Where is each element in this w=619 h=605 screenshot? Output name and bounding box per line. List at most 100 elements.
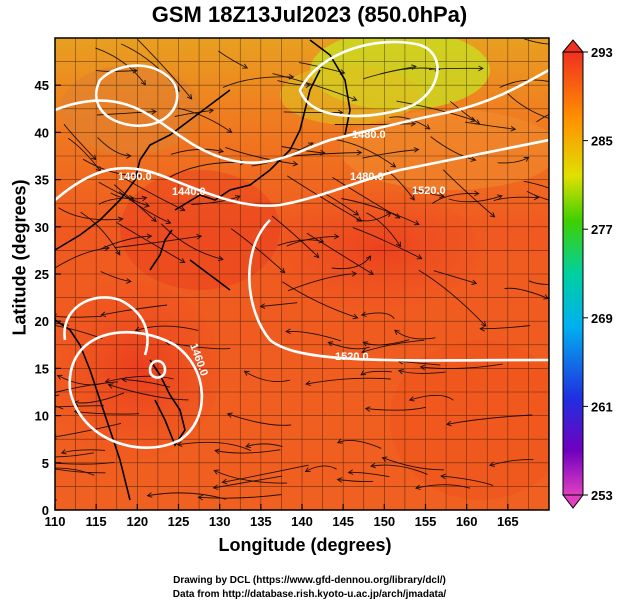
streamline <box>536 113 549 123</box>
streamline-arrowhead <box>478 65 484 72</box>
colorbar-tick-label: 277 <box>591 222 613 237</box>
streamline <box>135 325 199 332</box>
streamline <box>160 223 224 260</box>
streamline-arrowhead <box>327 341 334 347</box>
streamline <box>334 123 416 126</box>
streamline-arrowhead <box>245 442 252 449</box>
streamline <box>341 198 420 225</box>
streamline-arrowhead <box>218 147 225 154</box>
streamline-arrowhead <box>352 313 359 320</box>
streamline-arrowhead <box>217 255 224 262</box>
streamline-arrowhead <box>416 254 423 260</box>
streamline-arrowhead <box>8 402 13 407</box>
streamline <box>55 405 104 408</box>
streamline <box>409 394 454 401</box>
streamline-arrowhead <box>351 271 358 277</box>
streamline-arrowhead <box>179 258 186 263</box>
x-tick-label: 130 <box>209 514 231 529</box>
streamline-arrowhead <box>318 237 325 244</box>
streamline <box>398 360 441 366</box>
streamline <box>55 405 64 410</box>
streamline <box>170 148 224 155</box>
streamline <box>420 363 503 370</box>
streamline-arrowhead <box>488 461 495 467</box>
streamline <box>271 215 320 258</box>
colorbar-tick-label: 261 <box>591 399 613 414</box>
streamline <box>331 255 371 270</box>
streamline-arrowhead <box>208 108 215 114</box>
streamline-arrowhead <box>510 126 517 132</box>
streamline-arrowhead <box>24 461 29 466</box>
streamline-arrowhead <box>364 406 371 412</box>
streamline-arrowhead <box>470 116 477 123</box>
y-tick-label: 35 <box>35 173 49 188</box>
height-contours <box>55 40 549 449</box>
streamline <box>504 287 549 299</box>
streamline-arrowhead <box>523 156 530 162</box>
streamline-arrowhead <box>117 216 124 222</box>
streamline <box>305 465 337 472</box>
streamline-arrowhead <box>395 241 402 248</box>
streamline-arrowhead <box>424 124 431 130</box>
streamline-arrowhead <box>305 82 311 88</box>
streamline <box>177 441 252 452</box>
streamline-arrowhead <box>19 406 24 411</box>
streamline <box>526 190 549 201</box>
streamline-arrowhead <box>29 454 34 459</box>
y-tick-label: 30 <box>35 220 49 235</box>
streamline-arrowhead <box>90 154 97 161</box>
streamline-arrowhead <box>313 252 320 259</box>
streamline-arrowhead <box>353 210 360 216</box>
streamline <box>363 65 417 80</box>
y-tick-label: 20 <box>35 314 49 329</box>
streamline <box>489 459 534 466</box>
colorbar-tick-label: 285 <box>591 134 613 149</box>
streamline-arrowhead <box>410 121 417 127</box>
y-tick-label: 45 <box>35 78 49 93</box>
streamline <box>528 280 549 285</box>
streamline <box>415 484 471 489</box>
streamline-arrowhead <box>394 329 400 335</box>
streamline <box>396 100 476 122</box>
x-tick-label: 120 <box>126 514 148 529</box>
colorbar-tick-label: 253 <box>591 488 613 503</box>
streamline-arrowhead <box>533 194 540 201</box>
streamline <box>363 339 410 346</box>
streamline <box>124 177 185 211</box>
streamline <box>507 92 549 119</box>
streamline <box>174 109 214 117</box>
streamline <box>115 221 186 263</box>
wind-streamlines <box>8 38 561 501</box>
streamline-arrowhead <box>135 173 142 179</box>
streamline-arrowhead <box>243 370 250 376</box>
contour-label: 1480.0 <box>352 129 386 141</box>
streamline-arrowhead <box>146 233 153 240</box>
streamline <box>80 211 121 256</box>
streamline-arrowhead <box>320 149 326 156</box>
streamline <box>497 157 529 164</box>
streamline <box>67 137 101 172</box>
streamline-arrowhead <box>197 494 204 501</box>
streamline-arrowhead <box>126 278 132 284</box>
x-tick-label: 110 <box>45 514 66 529</box>
streamline-arrowhead <box>419 364 426 371</box>
streamline-arrowhead <box>556 282 561 287</box>
streamline <box>398 370 446 374</box>
streamline <box>306 232 374 275</box>
y-tick-label: 10 <box>35 409 49 424</box>
streamline-arrowhead <box>165 218 172 225</box>
streamline <box>227 413 292 426</box>
streamline <box>418 269 487 327</box>
streamline <box>348 471 390 478</box>
streamline-arrowhead <box>365 255 372 262</box>
streamline <box>272 73 357 101</box>
streamline-arrowhead <box>151 216 157 223</box>
streamline-arrowhead <box>470 156 477 162</box>
streamline-arrowhead <box>115 249 121 256</box>
streamline-arrowhead <box>126 153 132 159</box>
streamline-arrowhead <box>445 420 452 427</box>
streamline-arrowhead <box>351 96 358 102</box>
streamline <box>286 330 342 342</box>
streamline-arrowhead <box>132 67 139 74</box>
streamline <box>95 47 146 86</box>
